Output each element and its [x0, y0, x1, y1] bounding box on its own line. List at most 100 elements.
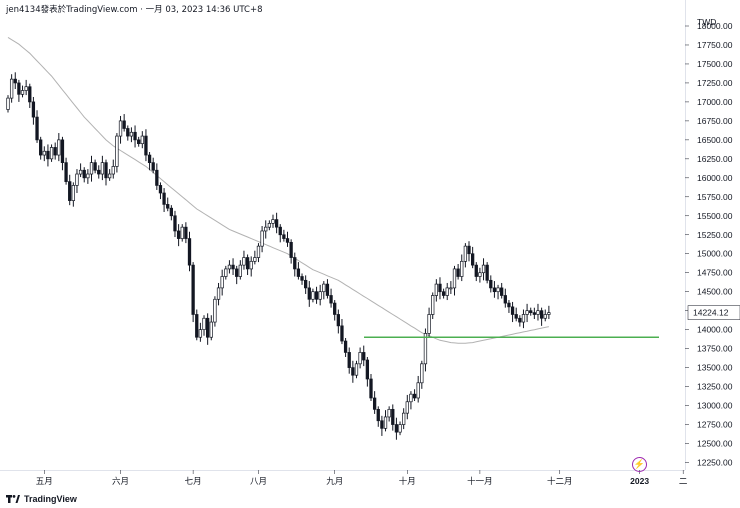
y-tick-label: 15000.00	[697, 249, 733, 259]
candle	[78, 163, 83, 178]
candle	[184, 222, 188, 244]
candle-body	[267, 223, 272, 228]
candle-body	[129, 131, 134, 137]
candle-body	[235, 268, 239, 277]
candle	[100, 155, 105, 181]
candle	[60, 136, 65, 171]
candle-body	[137, 139, 141, 145]
candle-body	[158, 185, 163, 194]
candle-body	[333, 302, 337, 315]
candle	[260, 226, 264, 253]
candle	[532, 307, 536, 320]
candle-body	[6, 97, 10, 110]
candle	[89, 155, 94, 182]
candle	[28, 83, 32, 108]
candle	[431, 292, 435, 320]
candle	[71, 182, 75, 207]
candle	[173, 210, 177, 238]
candle-body	[500, 287, 504, 296]
candle-body	[358, 352, 362, 365]
candle	[285, 231, 290, 247]
candle-body	[314, 291, 319, 300]
candle-body	[238, 264, 242, 277]
candle	[31, 96, 36, 125]
candle	[427, 307, 431, 337]
candle	[474, 262, 478, 282]
candle-body	[362, 352, 366, 361]
candle	[155, 163, 159, 190]
candle-body	[184, 226, 188, 239]
candle-body	[115, 135, 119, 167]
candle-body	[213, 298, 217, 323]
candle-body	[445, 287, 449, 296]
candle	[510, 301, 515, 323]
candle-body	[260, 230, 264, 247]
candle-body	[100, 162, 105, 175]
candle	[271, 214, 275, 228]
lightning-icon[interactable]: ⚡	[632, 457, 647, 472]
candle	[115, 133, 119, 173]
candle-body	[173, 215, 177, 232]
candle-body	[97, 169, 101, 175]
y-tick-label: 13750.00	[697, 344, 733, 354]
candle-body	[467, 245, 471, 255]
candle	[365, 356, 370, 387]
candle	[6, 95, 10, 113]
candle-body	[293, 257, 297, 270]
candle	[140, 131, 144, 149]
y-tick-label: 14500.00	[697, 287, 733, 297]
candle	[238, 260, 242, 280]
candle	[46, 144, 50, 167]
candle-body	[449, 287, 453, 290]
candle	[97, 165, 101, 179]
y-tick-label: 17250.00	[697, 78, 733, 88]
candle-body	[409, 393, 413, 403]
candle	[9, 74, 14, 103]
candle-body	[166, 204, 170, 209]
candle-body	[122, 120, 126, 129]
candle-body	[49, 147, 54, 160]
candle-body	[481, 264, 486, 274]
svg-text:14224.12: 14224.12	[693, 308, 729, 318]
candle-body	[17, 82, 21, 95]
candle-body	[24, 86, 28, 91]
candle	[318, 284, 322, 306]
candle	[391, 404, 395, 431]
candle	[539, 307, 544, 326]
candle	[387, 406, 391, 422]
candle-body	[510, 306, 515, 315]
y-tick-label: 12750.00	[697, 420, 733, 430]
candle	[187, 231, 192, 272]
candle	[434, 279, 438, 302]
candle	[304, 275, 308, 294]
tradingview-logo[interactable]: TradingView	[6, 494, 77, 504]
candle-body	[126, 128, 130, 137]
y-tick-label: 15750.00	[697, 192, 733, 202]
candle-body	[304, 279, 308, 289]
candle	[445, 282, 449, 301]
candle-body	[35, 116, 39, 141]
candle-body	[543, 314, 547, 319]
candle-body	[245, 257, 250, 270]
candle	[213, 296, 217, 327]
candle	[264, 220, 268, 239]
candle	[543, 309, 547, 322]
x-tick-label: 七月	[185, 476, 202, 486]
candle	[322, 281, 326, 300]
currency-label: TWD	[697, 17, 716, 27]
candle	[17, 79, 21, 102]
candle	[496, 284, 500, 300]
candle-body	[169, 207, 174, 217]
candle	[351, 360, 355, 383]
candle-body	[162, 192, 166, 205]
candle-body	[369, 378, 373, 399]
candle	[158, 182, 163, 200]
candle-body	[380, 420, 384, 429]
candle	[82, 167, 86, 183]
y-tick-label: 17000.00	[697, 97, 733, 107]
candle	[133, 125, 137, 148]
candle-body	[231, 264, 235, 270]
candle	[122, 114, 126, 132]
candle	[369, 374, 373, 402]
